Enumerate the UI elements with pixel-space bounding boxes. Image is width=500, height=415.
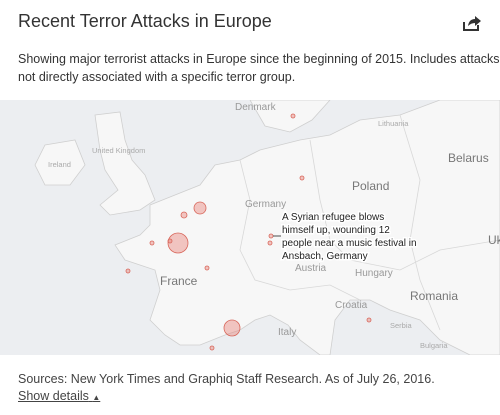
attack-marker[interactable]: [193, 201, 207, 215]
attack-marker[interactable]: [366, 317, 372, 323]
link-text[interactable]: Show details: [18, 389, 89, 403]
country-label: Denmark: [235, 102, 277, 113]
attack-marker[interactable]: [149, 240, 155, 246]
annotation: people near a music festival in: [282, 238, 417, 249]
country-label: Poland: [352, 179, 389, 193]
attack-marker[interactable]: [125, 268, 131, 274]
title-text: Recent Terror Attacks in Europe: [18, 11, 272, 31]
description-line: not directly associated with a specific …: [18, 70, 296, 84]
border: [309, 139, 500, 271]
attack-marker[interactable]: [204, 265, 210, 271]
country-label: United Kingdom: [92, 146, 145, 155]
country-label: Croatia: [335, 300, 368, 311]
annotation: Ansbach, Germany: [282, 251, 368, 262]
source: Sources: New York Times and Graphiq Staf…: [18, 372, 435, 386]
description-line: Showing major terrorist attacks in Europ…: [18, 52, 500, 66]
country-label: Germany: [245, 199, 286, 210]
attack-marker[interactable]: [268, 233, 274, 239]
country-label: Belarus: [448, 151, 489, 165]
attack-markers: [125, 113, 372, 351]
caret: ▲: [92, 393, 101, 402]
attack-marker[interactable]: [299, 175, 305, 181]
country-label: Serbia: [390, 321, 413, 330]
share-icon[interactable]: [462, 14, 482, 32]
country-label: Uk: [488, 233, 500, 247]
country-label: Lithuania: [378, 119, 409, 128]
country-label: France: [160, 274, 198, 288]
scandinavia: [249, 100, 331, 133]
attack-marker[interactable]: [223, 319, 241, 337]
attack-marker[interactable]: [167, 238, 173, 244]
country-label: Bulgaria: [420, 341, 448, 350]
map: Denmark Lithuania Ireland United Kingdom…: [0, 100, 500, 355]
description: Showing major terrorist attacks in Europ…: [18, 50, 500, 86]
ireland: [34, 139, 86, 186]
country-label: Italy: [278, 327, 296, 338]
title: Recent Terror Attacks in Europe: [18, 11, 272, 32]
attack-marker[interactable]: [167, 232, 189, 254]
annotation: A Syrian refugee blows: [282, 212, 384, 223]
border: [239, 159, 361, 301]
country-label: Ireland: [48, 160, 71, 169]
continent: [114, 100, 500, 355]
country-label: Austria: [295, 263, 327, 274]
annotation: himself up, wounding 12: [282, 225, 390, 236]
great-britain: [94, 111, 156, 216]
border: [399, 114, 441, 331]
attack-marker[interactable]: [180, 211, 188, 219]
country-label: Romania: [410, 289, 458, 303]
country-label: Hungary: [355, 268, 393, 279]
attack-marker[interactable]: [267, 240, 273, 246]
show-details[interactable]: Show details ▲: [18, 389, 100, 403]
attack-marker[interactable]: [290, 113, 296, 119]
attack-marker[interactable]: [209, 345, 215, 351]
